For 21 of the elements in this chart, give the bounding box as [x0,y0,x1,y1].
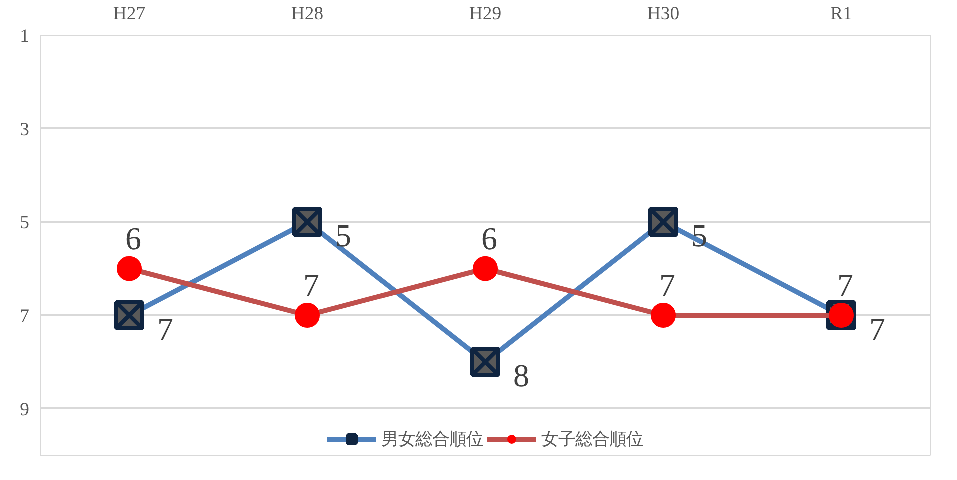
data-label: 7 [838,267,854,303]
y-tick-label: 5 [20,212,30,234]
data-label: 6 [482,220,498,256]
x-tick-label: R1 [830,4,852,24]
data-label: 7 [158,311,174,347]
data-label: 8 [514,358,530,394]
data-label: 7 [660,267,676,303]
x-tick-label: H27 [113,4,146,24]
legend-label: 女子総合順位 [542,429,644,451]
y-tick-label: 9 [20,399,30,420]
x-tick-label: H29 [469,4,502,24]
x-tick-label: H30 [647,4,680,24]
legend-label: 男女総合順位 [382,429,484,451]
data-label: 7 [870,311,886,347]
data-label: 6 [126,220,142,256]
data-label: 5 [336,218,352,254]
data-label: 7 [304,267,320,303]
y-tick-label: 1 [20,26,30,47]
y-tick-label: 7 [20,306,30,327]
x-tick-label: H28 [291,4,324,24]
y-tick-label: 3 [20,119,30,140]
